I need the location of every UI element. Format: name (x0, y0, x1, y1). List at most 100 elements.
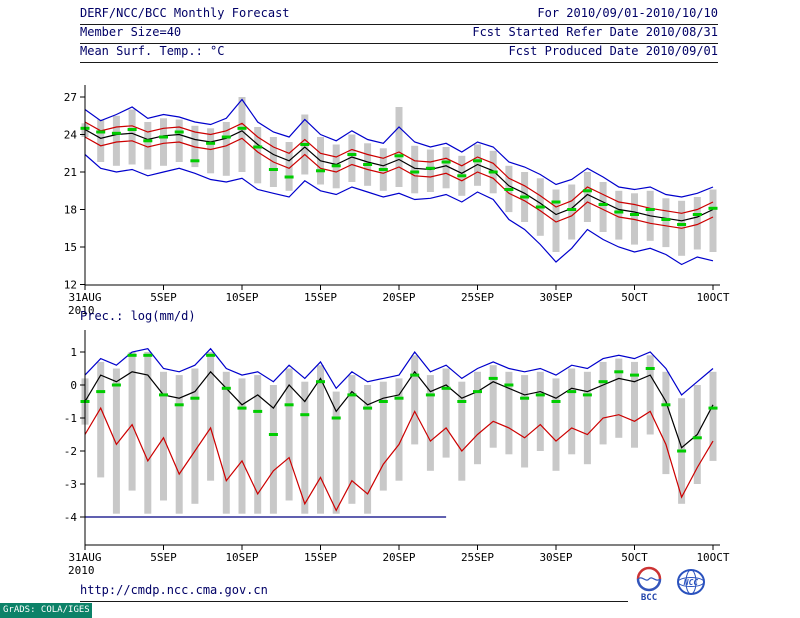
x-tick-label: 20SEP (382, 291, 415, 304)
observation-marker (535, 205, 545, 209)
observation-marker (598, 203, 608, 206)
x-tick-label: 10SEP (225, 551, 258, 564)
ensemble-spread-bar (301, 381, 309, 514)
ncc-logo-graphic: NCC (677, 569, 705, 595)
ensemble-spread-bar (175, 119, 183, 162)
observation-marker (111, 131, 121, 135)
ensemble-spread-bar (521, 375, 529, 468)
ensemble-spread-bar (426, 375, 434, 471)
observation-marker (708, 206, 718, 210)
observation-marker (410, 373, 420, 377)
observation-marker (645, 208, 655, 211)
x-tick-label: 31AUG (68, 551, 101, 564)
x-tick-label: 20SEP (382, 551, 415, 564)
header: DERF/NCC/BCC Monthly Forecast For 2010/0… (80, 6, 718, 63)
observation-marker (394, 154, 404, 158)
observation-marker (551, 200, 561, 204)
observation-marker (504, 383, 514, 387)
ensemble-spread-bar (238, 378, 246, 514)
footer-logos: BCC NCC (632, 566, 710, 606)
ensemble-spread-bar (364, 385, 372, 514)
observation-marker (316, 380, 325, 384)
ensemble-spread-bar (160, 118, 167, 166)
footer-url[interactable]: http://cmdp.ncc.cma.gov.cn (80, 583, 268, 597)
ensemble-spread-bar (615, 358, 623, 438)
observation-marker (520, 396, 530, 400)
member-size-label: Member Size=40 (80, 25, 182, 39)
ensemble-spread-bar (599, 361, 607, 445)
observation-marker (96, 390, 106, 394)
y-tick-label: -1 (64, 412, 77, 425)
ensemble-spread-bar (552, 189, 560, 252)
ensemble-spread-bar (254, 375, 262, 514)
observation-marker (159, 393, 168, 397)
x-tick-label: 30SEP (539, 291, 572, 304)
x-tick-label: 10SEP (225, 291, 258, 304)
ensemble-spread-bar (583, 172, 591, 222)
y-tick-label: 24 (64, 129, 78, 142)
ensemble-spread-bar (552, 378, 560, 471)
ensemble-spread-bar (222, 122, 230, 176)
ncc-globe-meridian (685, 569, 697, 595)
ensemble-spread-bar (175, 375, 183, 514)
x-tick-label: 30SEP (539, 551, 572, 564)
series-upper-spread (84, 121, 714, 214)
observation-marker (221, 135, 231, 139)
y-tick-label: -2 (64, 445, 77, 458)
ensemble-spread-bar (662, 198, 670, 248)
observation-marker (630, 213, 639, 216)
observation-marker (363, 406, 373, 410)
observation-marker (237, 406, 247, 410)
series-ensemble-max (84, 347, 714, 396)
ensemble-spread-bar (568, 184, 576, 240)
observation-marker (582, 393, 592, 397)
ensemble-spread-bar (317, 365, 324, 514)
ensemble-spread-bar (144, 352, 152, 514)
observation-marker (300, 413, 310, 417)
ensemble-spread-bar (207, 352, 215, 481)
observation-marker (206, 141, 216, 145)
observation-marker (378, 400, 388, 403)
ensemble-spread-bar (599, 182, 607, 232)
ensemble-spread-bar (144, 122, 152, 170)
observation-marker (425, 393, 435, 397)
ensemble-spread-bar (112, 368, 120, 514)
x-tick-label: 10OCT (696, 291, 729, 304)
observation-marker (677, 223, 687, 226)
ensemble-spread-bar (693, 197, 701, 250)
observation-marker (237, 126, 247, 130)
observation-marker (174, 130, 184, 134)
ncc-globe-equator (677, 577, 705, 587)
observation-marker (630, 373, 639, 377)
observation-marker (457, 174, 467, 178)
x-tick-label: 25SEP (461, 291, 494, 304)
y-tick-label: 21 (64, 166, 77, 179)
observation-marker (96, 130, 106, 134)
ensemble-spread-bar (411, 355, 419, 445)
observation-marker (692, 213, 702, 216)
ensemble-spread-bar (285, 368, 293, 501)
ensemble-spread-bar (128, 352, 136, 491)
observation-marker (614, 210, 624, 214)
ensemble-spread-bar (269, 385, 277, 514)
bcc-logo-text: BCC (641, 593, 657, 602)
ensemble-spread-bar (709, 371, 717, 461)
bcc-logo: BCC (632, 566, 666, 606)
observation-marker (159, 135, 168, 139)
ensemble-spread-bar (348, 375, 356, 504)
series-ensemble-mean (84, 128, 714, 222)
observation-marker (567, 390, 577, 394)
observation-marker (488, 376, 498, 380)
observation-marker (425, 166, 435, 170)
observation-marker (661, 218, 671, 221)
observation-marker (441, 386, 451, 390)
series-ensemble-min (84, 154, 714, 266)
panel-title: Prec.: log(mm/d) (80, 309, 196, 323)
observation-marker (221, 386, 231, 390)
observation-marker (300, 143, 310, 146)
footer-divider (80, 601, 628, 602)
ensemble-spread-bar (97, 119, 105, 162)
ensemble-spread-bar (646, 355, 654, 435)
